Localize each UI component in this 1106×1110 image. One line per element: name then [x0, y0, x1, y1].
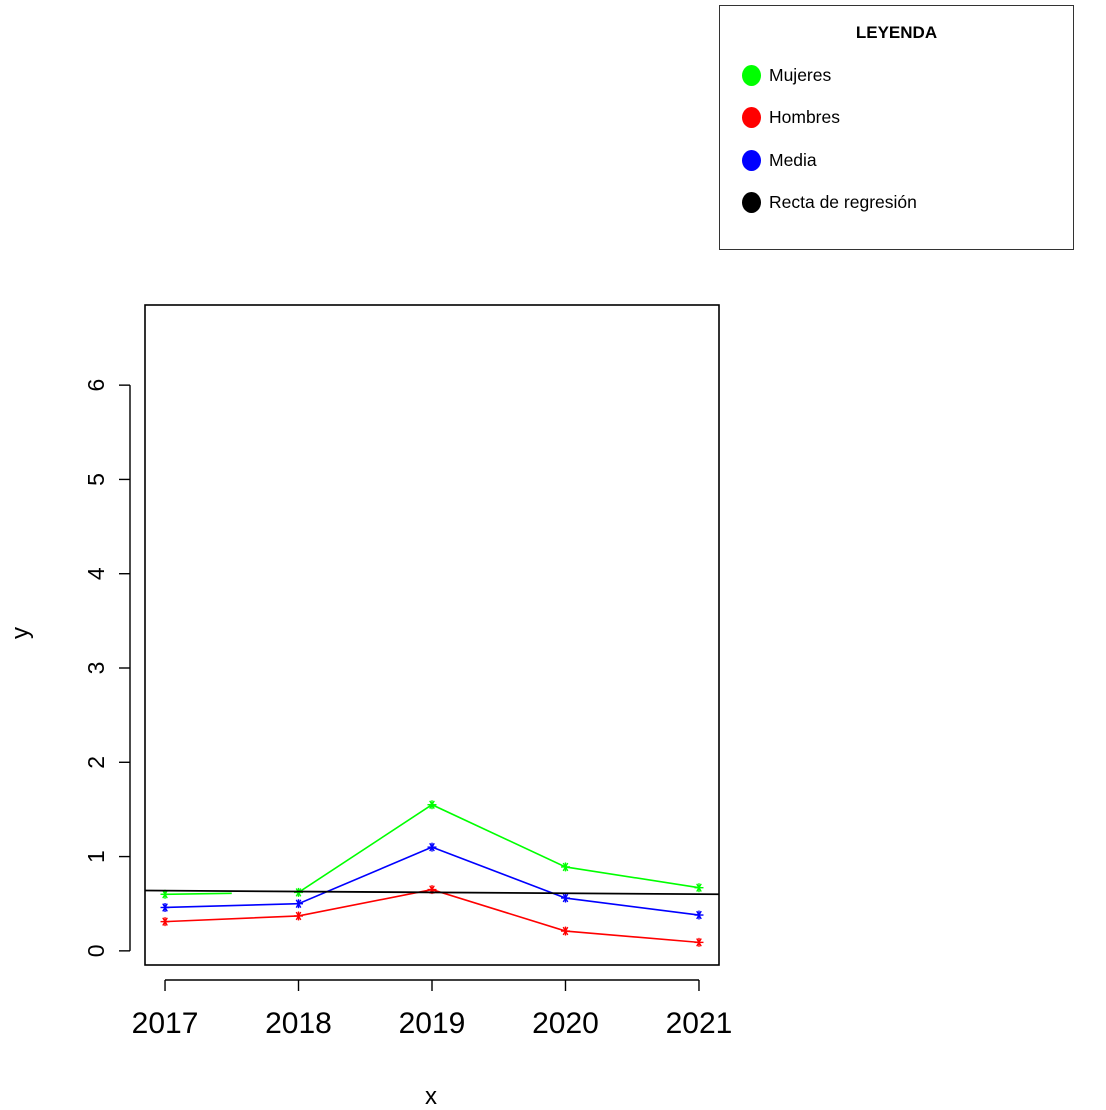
series-hombres-point: [560, 926, 570, 936]
legend-item-media: Media: [742, 148, 817, 172]
series-mujeres-point: [427, 800, 437, 810]
regression-layer: [144, 889, 720, 896]
legend-label-media: Media: [769, 149, 817, 170]
x-tick-label: 2019: [399, 1007, 466, 1040]
x-axis-label: x: [425, 1083, 437, 1110]
series-media-point: [694, 910, 704, 920]
series-media-line: [165, 846, 700, 916]
series-hombres-point: [294, 911, 304, 921]
series-media-point: [294, 899, 304, 909]
series-layer: [160, 800, 704, 947]
regression-line: [144, 889, 720, 896]
legend-label-regresion: Recta de regresión: [769, 191, 917, 212]
y-tick-label: 4: [83, 567, 109, 580]
series-hombres-point: [160, 917, 170, 927]
y-axis: 0 1 2 3 4 5 6: [83, 379, 131, 957]
series-hombres-line: [164, 888, 700, 944]
y-tick-label: 1: [83, 850, 109, 863]
legend: LEYENDA Mujeres Hombres Media Recta de r…: [719, 5, 1074, 250]
x-axis: 2017 2018 2019 2020 2021: [132, 979, 733, 1040]
y-tick-label: 0: [83, 944, 109, 957]
plot-frame: [144, 304, 720, 966]
y-tick-label: 2: [83, 756, 109, 769]
y-tick-label: 3: [83, 662, 109, 675]
y-tick-label: 5: [83, 473, 109, 486]
legend-title: LEYENDA: [855, 23, 938, 42]
legend-item-mujeres: Mujeres: [742, 63, 831, 87]
series-media-point: [160, 902, 170, 912]
legend-dot-regresion: [742, 191, 761, 213]
legend-label-hombres: Hombres: [769, 106, 840, 127]
x-tick-label: 2018: [265, 1007, 332, 1040]
series-media: [160, 842, 704, 920]
legend-item-regresion: Recta de regresión: [742, 190, 917, 214]
series-mujeres-point: [160, 889, 170, 899]
legend-dot-hombres: [742, 106, 761, 128]
y-tick-label: 6: [83, 379, 109, 392]
series-mujeres-point: [694, 883, 704, 893]
series-media-point: [560, 893, 570, 903]
y-axis-label: y: [7, 627, 34, 639]
x-tick-label: 2021: [666, 1007, 733, 1040]
series-mujeres-point: [560, 862, 570, 872]
series-media-point: [427, 842, 437, 852]
legend-dot-mujeres: [742, 64, 761, 86]
legend-item-hombres: Hombres: [742, 105, 840, 129]
series-mujeres-line: [298, 803, 700, 894]
x-tick-label: 2017: [132, 1007, 199, 1040]
legend-label-mujeres: Mujeres: [769, 64, 832, 85]
legend-dot-media: [742, 149, 761, 171]
x-tick-label: 2020: [532, 1007, 599, 1040]
series-mujeres-partial-line: [165, 892, 232, 896]
series-hombres-point: [694, 937, 704, 947]
